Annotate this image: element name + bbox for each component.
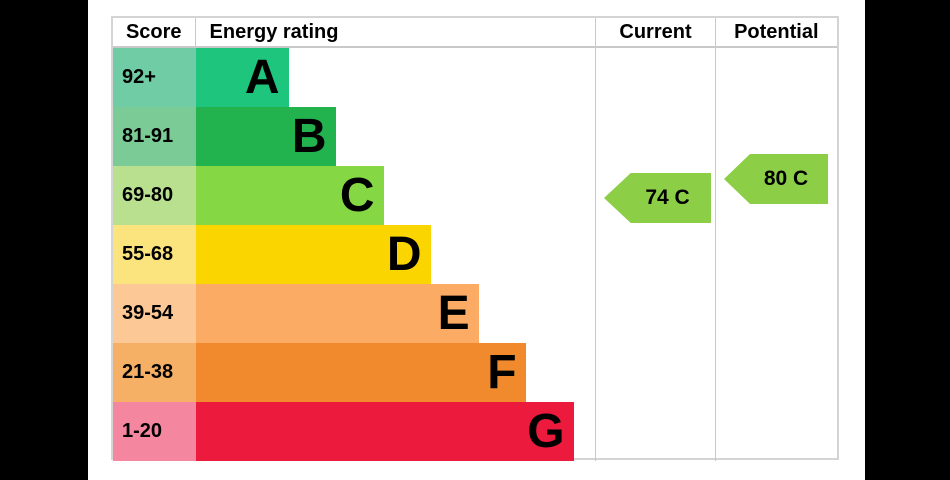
table-header-row: Score Energy rating Current Potential [113,18,837,48]
column-header-energy-rating: Energy rating [209,20,339,43]
rating-bar-c: C [195,166,384,225]
rating-bar-cell: E [195,284,596,343]
rating-bar-a: A [195,48,289,107]
rating-letter: B [291,110,327,163]
score-range-label: 55-68 [113,225,196,284]
current-column-cell [595,225,714,284]
band-row: 69-80 C [113,166,837,225]
rating-bar-cell: A [195,48,596,107]
potential-column-cell [714,107,837,166]
potential-column-cell [714,343,837,402]
current-column-cell [595,107,714,166]
rating-bar-g: G [195,402,574,461]
rating-letter: F [487,346,517,399]
rating-bar-cell: B [195,107,596,166]
rating-letter: G [527,405,565,458]
epc-table: Score Energy rating Current Potential 92… [111,16,839,461]
current-column-cell [595,48,714,107]
rating-bar-cell: C [195,166,596,225]
rating-bar-b: B [195,107,336,166]
column-header-score: Score [113,18,196,46]
rating-bar-cell: D [195,225,596,284]
potential-column-cell [714,166,837,225]
band-row: 1-20 G [113,402,837,461]
current-column-cell [595,284,714,343]
band-row: 55-68 D [113,225,837,284]
rating-letter: D [386,228,422,281]
band-row: 92+ A [113,48,837,107]
rating-bar-e: E [195,284,479,343]
epc-rating-chart: Score Energy rating Current Potential 92… [88,0,865,480]
column-header-potential: Potential [714,18,837,46]
current-column-cell [595,343,714,402]
band-row: 21-38 F [113,343,837,402]
score-range-label: 1-20 [113,402,196,461]
score-range-label: 21-38 [113,343,196,402]
rating-bar-f: F [195,343,526,402]
score-range-label: 81-91 [113,107,196,166]
potential-column-cell [714,225,837,284]
rating-letter: C [339,169,375,222]
potential-rating-label: 80 C [763,167,809,190]
score-range-label: 39-54 [113,284,196,343]
potential-column-cell [714,48,837,107]
rating-letter: E [437,287,470,340]
rating-bar-cell: G [195,402,596,461]
current-column-cell [595,402,714,461]
potential-column-cell [714,284,837,343]
band-rows: 92+ A 81-91 B 69-80 C 55-68 D 39-54 E 21-38 F 1-20 G [113,48,837,461]
rating-letter: A [244,51,280,104]
rating-bar-cell: F [195,343,596,402]
score-range-label: 92+ [113,48,196,107]
rating-bar-d: D [195,225,431,284]
column-header-current: Current [595,18,714,46]
band-row: 39-54 E [113,284,837,343]
current-column-cell [595,166,714,225]
band-row: 81-91 B [113,107,837,166]
current-rating-label: 74 C [645,186,690,209]
potential-column-cell [714,402,837,461]
score-range-label: 69-80 [113,166,196,225]
